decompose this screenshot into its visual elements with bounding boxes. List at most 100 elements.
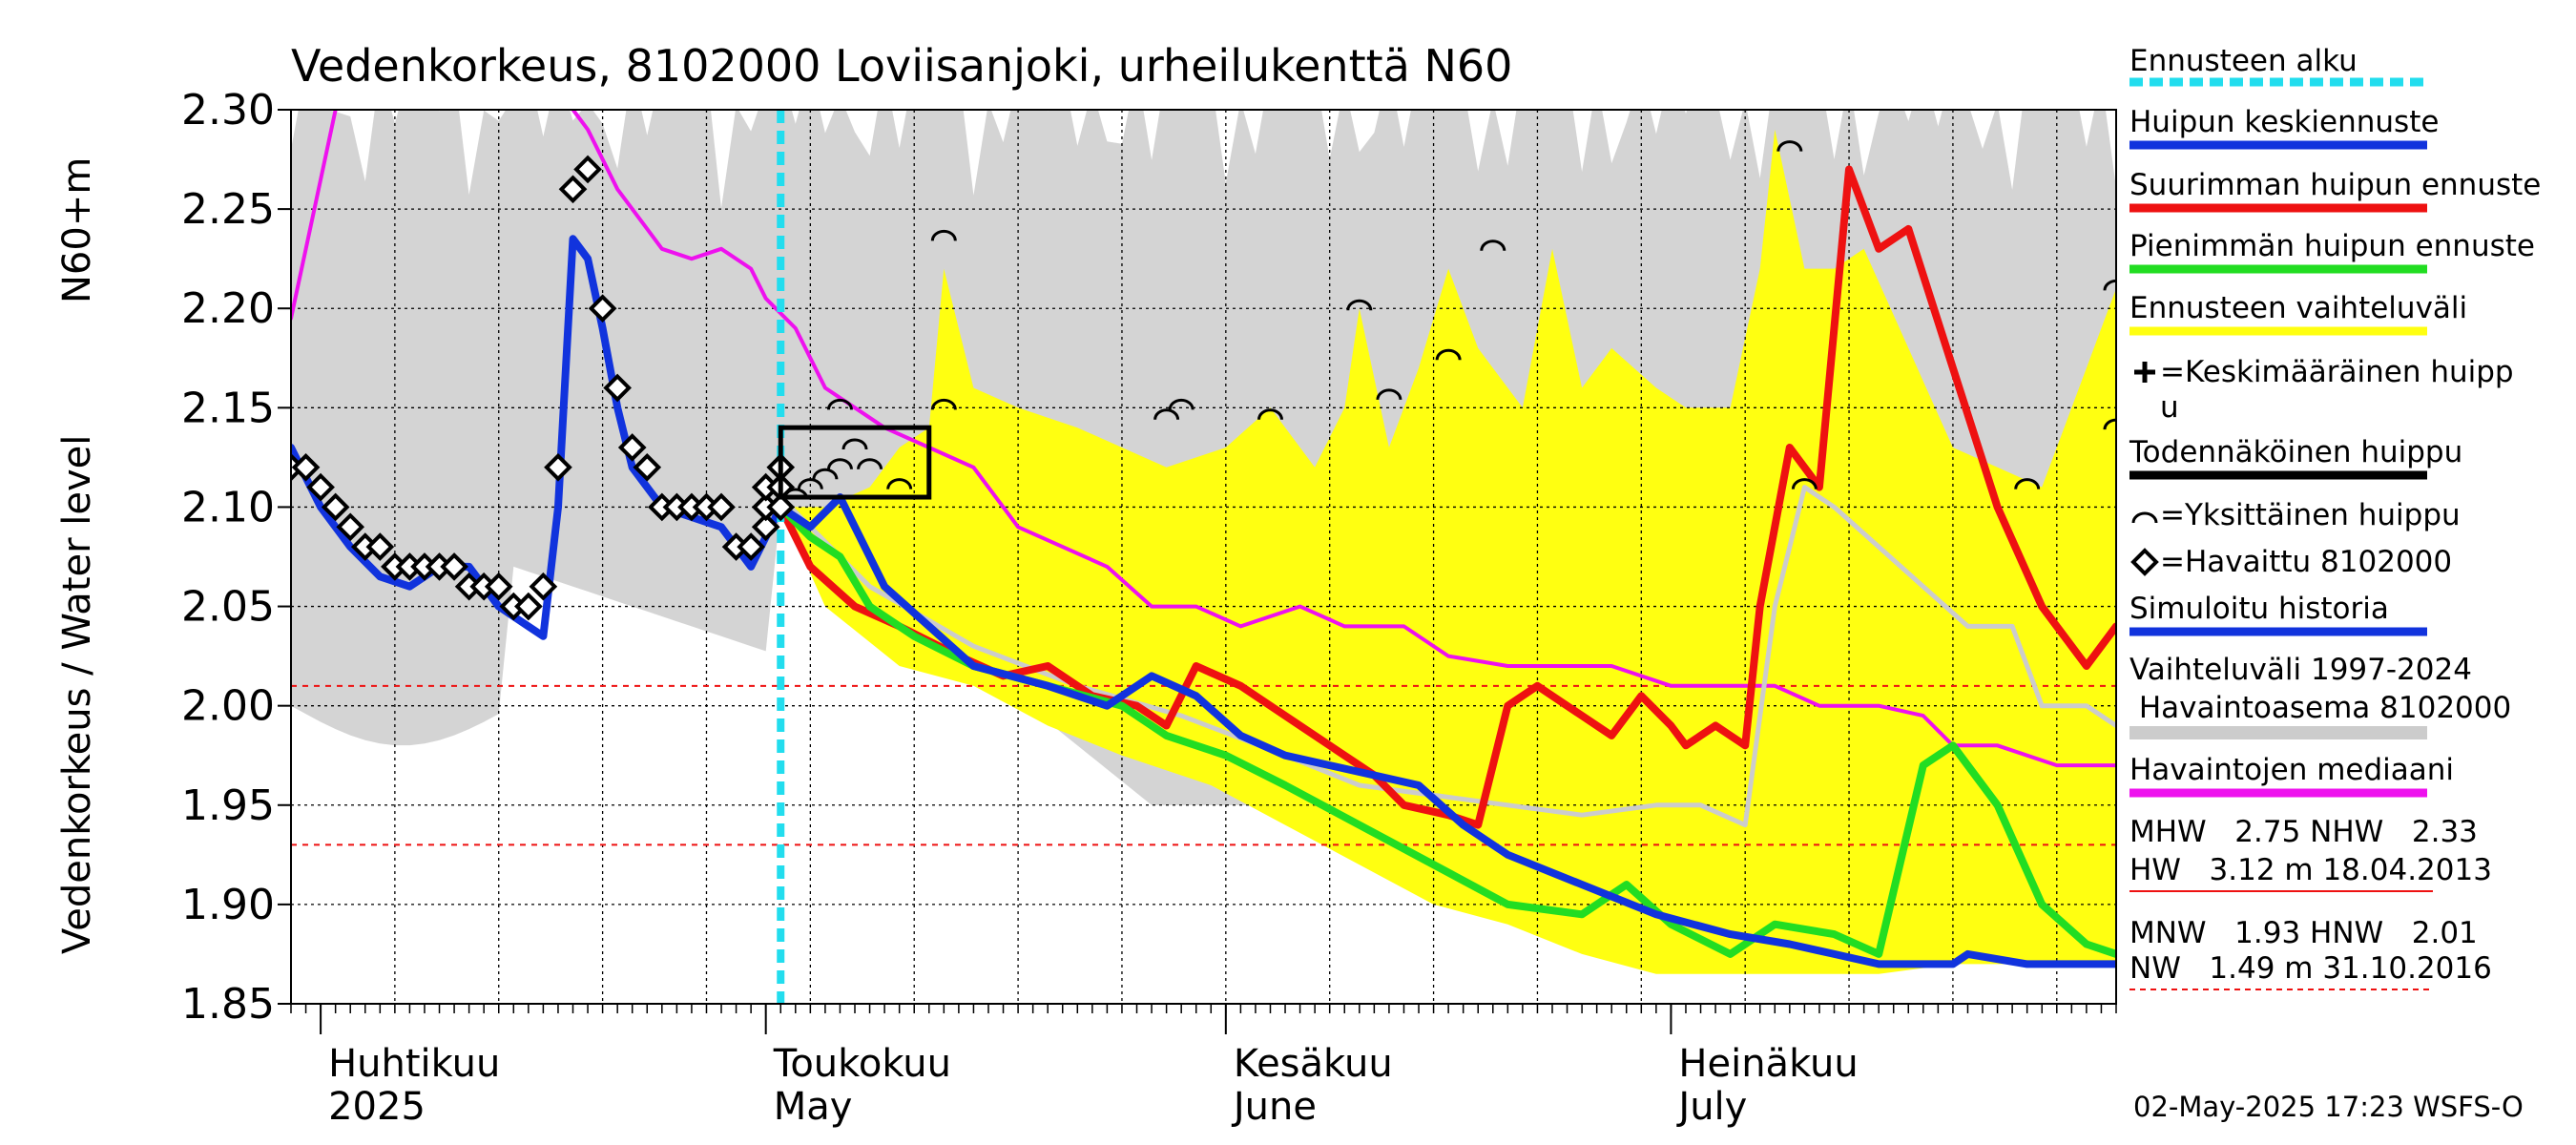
observed-point xyxy=(365,532,395,561)
legend-label: =Havaittu 8102000 xyxy=(2160,545,2452,579)
y-tick-label: 2.10 xyxy=(181,483,275,531)
month-label: Kesäkuu xyxy=(1234,1042,1393,1086)
legend-label: Vaihteluväli 1997-2024 xyxy=(2129,653,2472,687)
plot-area xyxy=(291,110,2116,1004)
individual-peak-marker xyxy=(1257,408,1283,420)
forecast-range-area xyxy=(780,129,2116,974)
legend-label: Simuloitu historia xyxy=(2129,592,2389,626)
individual-peak-marker xyxy=(1480,239,1506,251)
individual-peak-marker xyxy=(1435,348,1462,361)
observed-point xyxy=(633,452,662,482)
legend-label: Huipun keskiennuste xyxy=(2129,105,2439,139)
month-label: Huhtikuu xyxy=(328,1042,500,1086)
series-line-0 xyxy=(291,110,2116,768)
series-line-3 xyxy=(777,503,2116,958)
timestamp: 02-May-2025 17:23 WSFS-O xyxy=(2133,1091,2524,1123)
stat-mhw: MHW 2.75 NHW 2.33 xyxy=(2129,815,2478,849)
y-tick-label: 1.95 xyxy=(181,781,275,830)
individual-peak-marker xyxy=(886,478,913,489)
observed-point xyxy=(766,492,796,522)
y-tick-label: 2.25 xyxy=(181,185,275,234)
legend-label: Ennusteen alku xyxy=(2129,44,2358,78)
observed-point xyxy=(514,592,543,621)
observed-point xyxy=(484,572,513,601)
y-tick-label: 2.20 xyxy=(181,284,275,333)
legend-label: Suurimman huipun ennuste xyxy=(2129,168,2541,202)
x-axis-ticks xyxy=(290,1004,2117,1034)
observed-points xyxy=(291,155,796,621)
plot-frame xyxy=(290,109,2117,1005)
observed-point xyxy=(321,492,350,522)
y-tick-label: 2.30 xyxy=(181,86,275,135)
individual-peak-marker xyxy=(1376,388,1402,401)
observed-point xyxy=(440,552,468,581)
legend-label-cont: Havaintoasema 8102000 xyxy=(2129,691,2511,725)
series-line-1 xyxy=(778,485,2116,828)
y-tick-label: 2.00 xyxy=(181,682,275,731)
individual-peak-marker xyxy=(1153,408,1180,420)
chart-title: Vedenkorkeus, 8102000 Loviisanjoki, urhe… xyxy=(291,40,1512,92)
simulated-history-line xyxy=(291,235,785,640)
legend-label: Pienimmän huipun ennuste xyxy=(2129,229,2535,263)
series-line-2 xyxy=(777,165,2116,829)
month-label-english: June xyxy=(1231,1085,1317,1129)
individual-peak-marker xyxy=(826,398,853,410)
y-axis-unit: N60+m xyxy=(55,157,99,303)
series-lines xyxy=(291,110,2116,968)
stat-mnw: MNW 1.93 HNW 2.01 xyxy=(2129,916,2478,950)
individual-peak-marker xyxy=(841,438,868,450)
individual-peak-marker xyxy=(2103,418,2116,430)
y-tick-label: 2.05 xyxy=(181,583,275,632)
legend-label: =Keskimääräinen huipp xyxy=(2160,355,2514,389)
legend: Ennusteen alku Huipun keskiennuste Suurimm… xyxy=(2129,44,2541,798)
y-axis-ticks: 2.30 2.25 2.20 2.15 2.10 2.05 2.00 1.95 1.90 1.85 xyxy=(181,86,291,1029)
probable-peak-range xyxy=(778,425,932,500)
legend-symbol-plus xyxy=(2134,362,2155,383)
observed-point xyxy=(617,433,647,462)
individual-peak-marker xyxy=(930,229,957,241)
grid xyxy=(291,110,2116,1004)
y-tick-label: 1.90 xyxy=(181,881,275,929)
y-tick-label: 2.15 xyxy=(181,384,275,432)
legend-label-cont: u xyxy=(2160,390,2179,425)
individual-peak-marker xyxy=(826,458,853,469)
statistics-block: MHW 2.75 NHW 2.33 HW 3.12 m 18.04.2013 MNW… xyxy=(2129,815,2492,990)
observed-point xyxy=(291,452,321,482)
y-axis-label: Vedenkorkeus / Water level xyxy=(55,435,99,954)
individual-peak-marker xyxy=(930,398,957,410)
probable-peak-box xyxy=(778,425,932,500)
legend-label: Havaintojen mediaani xyxy=(2129,753,2454,787)
observed-point xyxy=(707,492,736,522)
observed-point xyxy=(751,512,780,542)
individual-peak-marker xyxy=(1791,478,1818,489)
observed-point xyxy=(573,155,602,184)
observed-point xyxy=(588,294,617,323)
individual-peak-marker xyxy=(797,478,823,489)
individual-peak-marker xyxy=(857,458,883,469)
series-line-4 xyxy=(777,493,2116,968)
observed-point xyxy=(529,572,558,601)
observed-point xyxy=(737,532,765,561)
legend-label: =Yksittäinen huippu xyxy=(2160,498,2461,532)
y-tick-label: 1.85 xyxy=(181,980,275,1029)
observed-point xyxy=(544,452,572,482)
individual-peak-marker xyxy=(1776,140,1803,152)
legend-label: Todennäköinen huippu xyxy=(2129,435,2462,469)
legend-symbol-diamond xyxy=(2130,548,2159,576)
month-label-english: May xyxy=(774,1085,853,1129)
month-label-english: 2025 xyxy=(328,1085,426,1129)
month-label-english: July xyxy=(1675,1085,1747,1129)
individual-peak-marker xyxy=(2014,478,2041,489)
observed-point xyxy=(603,373,632,403)
individual-peak-marker xyxy=(1346,299,1373,311)
month-label: Heinäkuu xyxy=(1678,1042,1858,1086)
observed-point xyxy=(306,472,335,502)
legend-label: Ennusteen vaihteluväli xyxy=(2129,291,2467,325)
individual-peak-marker xyxy=(1168,398,1195,410)
individual-peak-marker xyxy=(2103,279,2116,291)
month-label: Toukokuu xyxy=(773,1042,951,1086)
observed-point xyxy=(558,175,588,204)
legend-symbol-arc xyxy=(2131,511,2158,524)
